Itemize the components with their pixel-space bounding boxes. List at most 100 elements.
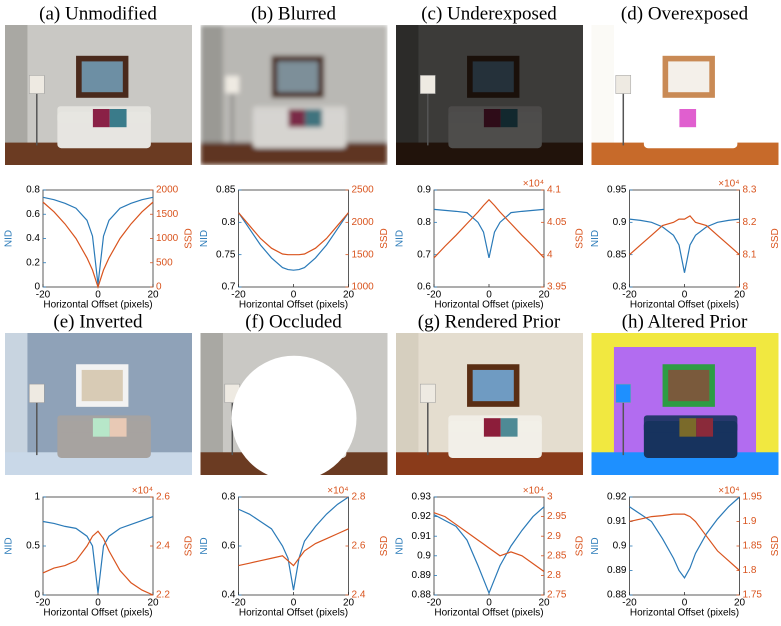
y2-tick-label: 2000: [352, 217, 375, 228]
photo: [5, 25, 192, 165]
y2-tick-label: 8.3: [743, 185, 757, 196]
y-tick-label: 0.75: [216, 249, 236, 260]
series-line: [434, 209, 544, 258]
y2-tick-label: 2.8: [352, 492, 366, 503]
y-axis-label: NID: [395, 537, 406, 554]
y2-tick-label: 2.4: [352, 590, 366, 601]
x-axis-label: Horizontal Offset (pixels): [239, 608, 348, 619]
y-tick-label: 1: [34, 492, 40, 503]
series-line: [43, 202, 153, 287]
y2-tick-label: 3.95: [547, 282, 567, 293]
series-line: [434, 200, 544, 258]
y2-axis-label: SSD: [575, 228, 586, 249]
x-axis-label: Horizontal Offset (pixels): [43, 300, 152, 311]
y-tick-label: 0.95: [607, 185, 627, 196]
pillow: [110, 418, 127, 436]
y-tick-label: 0.9: [417, 185, 431, 196]
art: [473, 61, 514, 92]
x-axis-label: Horizontal Offset (pixels): [239, 300, 348, 311]
y-tick-label: 0.88: [412, 590, 432, 601]
y-tick-label: 0.92: [607, 492, 627, 503]
lamp-shade: [225, 75, 240, 93]
y2-tick-label: 1000: [352, 282, 375, 293]
pillow: [484, 109, 501, 127]
y-tick-label: 0.8: [417, 217, 431, 228]
lamp-shade: [616, 384, 631, 402]
photo: [396, 25, 583, 165]
pillow: [110, 109, 127, 127]
y-tick-label: 0.4: [26, 233, 40, 244]
y2-tick-label: 1.9: [743, 516, 757, 527]
plot-frame: [239, 190, 349, 287]
pillow: [484, 418, 501, 436]
photo: [201, 25, 388, 165]
y2-tick-label: 3: [547, 492, 553, 503]
y2-multiplier: ×10⁴: [718, 486, 739, 497]
y-tick-label: 0.85: [607, 249, 627, 260]
pillow: [679, 109, 696, 127]
y-tick-label: 0.9: [613, 541, 627, 552]
y-tick-label: 0.8: [613, 282, 627, 293]
panel-title: (b) Blurred: [251, 3, 336, 24]
art: [277, 61, 318, 92]
figure: (a) Unmodified-2002000.20.40.60.80500100…: [0, 0, 781, 626]
y-tick-label: 0.85: [216, 185, 236, 196]
y2-tick-label: 2000: [156, 185, 179, 196]
panel-title: (c) Underexposed: [421, 3, 557, 24]
y2-multiplier: ×10⁴: [718, 179, 739, 190]
lamp-shade: [420, 384, 435, 402]
y-axis-label: NID: [199, 230, 210, 247]
panel-title: (d) Overexposed: [621, 3, 749, 24]
photo: [201, 333, 388, 481]
lamp-shade: [29, 75, 44, 93]
plot-frame: [434, 497, 544, 595]
y2-tick-label: 1.95: [743, 492, 763, 503]
art: [82, 61, 123, 92]
plot-frame: [434, 190, 544, 287]
y-tick-label: 0.8: [26, 185, 40, 196]
y-axis-label: NID: [590, 537, 601, 554]
x-axis-label: Horizontal Offset (pixels): [434, 300, 543, 311]
y-tick-label: 0.93: [412, 492, 432, 503]
y-tick-label: 0.8: [222, 217, 236, 228]
y-tick-label: 0.89: [607, 565, 627, 576]
y2-tick-label: 8.1: [743, 249, 757, 260]
panel-title: (e) Inverted: [53, 311, 143, 332]
y2-tick-label: 1000: [156, 233, 179, 244]
series-line: [239, 213, 349, 255]
series-line: [239, 497, 349, 590]
y2-tick-label: 1.8: [743, 565, 757, 576]
plot-frame: [630, 497, 740, 595]
y2-tick-label: 2.9: [547, 531, 561, 542]
y2-axis-label: SSD: [770, 228, 781, 249]
y2-axis-label: SSD: [184, 228, 195, 249]
y2-tick-label: 2500: [352, 185, 375, 196]
x-axis-label: Horizontal Offset (pixels): [434, 608, 543, 619]
series-line: [43, 531, 153, 595]
art: [82, 370, 123, 401]
y2-tick-label: 2.8: [547, 570, 561, 581]
y2-axis-label: SSD: [379, 536, 390, 557]
panel-title: (a) Unmodified: [39, 3, 157, 24]
x-axis-label: Horizontal Offset (pixels): [630, 300, 739, 311]
y-tick-label: 0.88: [607, 590, 627, 601]
y-tick-label: 0.4: [222, 590, 236, 601]
y2-tick-label: 2.85: [547, 550, 567, 561]
photo: [592, 25, 779, 165]
photo: [592, 333, 779, 475]
y-axis-label: NID: [395, 230, 406, 247]
y-tick-label: 0.9: [613, 217, 627, 228]
y2-tick-label: 2.4: [156, 541, 170, 552]
ceiling: [592, 333, 779, 347]
y2-axis-label: SSD: [184, 536, 195, 557]
y2-tick-label: 2.6: [352, 541, 366, 552]
y2-tick-label: 2.95: [547, 511, 567, 522]
y2-tick-label: 2.6: [156, 492, 170, 503]
y2-multiplier: ×10⁴: [327, 486, 348, 497]
y-tick-label: 0.91: [607, 516, 627, 527]
pillow: [305, 109, 322, 127]
y-tick-label: 0.8: [222, 492, 236, 503]
pillow: [288, 109, 305, 127]
lamp-shade: [420, 75, 435, 93]
series-line: [43, 517, 153, 593]
